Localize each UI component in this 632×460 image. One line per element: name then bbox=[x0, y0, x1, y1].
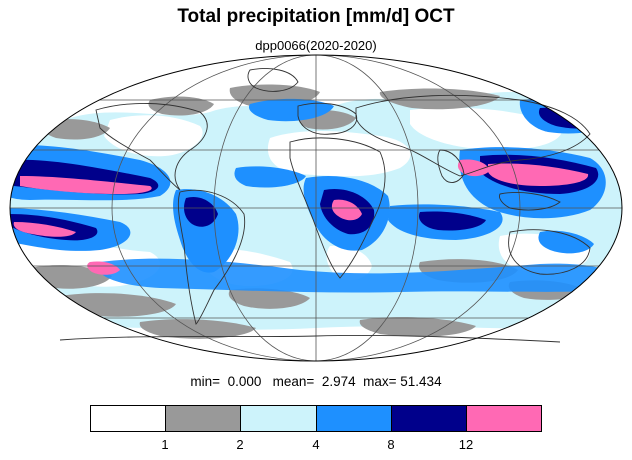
colorbar-tick-3: 4 bbox=[312, 437, 320, 452]
coast-australia bbox=[508, 229, 591, 275]
dry-asia bbox=[410, 107, 562, 150]
vheavy-amazon bbox=[184, 196, 218, 227]
dry-sahara-arabia bbox=[267, 131, 411, 177]
colorbar bbox=[90, 405, 542, 432]
coast-india bbox=[437, 149, 465, 183]
dry-south-africa bbox=[326, 245, 372, 281]
statistics-line: min= 0.000 mean= 2.974 max= 51.434 bbox=[0, 374, 632, 389]
grey-s-atlantic bbox=[228, 288, 310, 309]
colorbar-box-3 bbox=[316, 406, 392, 431]
max-label: max= bbox=[363, 374, 397, 389]
mean-label: mean= bbox=[272, 374, 315, 389]
min-label: min= bbox=[190, 374, 221, 389]
colorbar-box-4 bbox=[391, 406, 467, 431]
colorbar-tick-5: 12 bbox=[458, 437, 474, 452]
heavy-s-ocean-band bbox=[98, 258, 621, 293]
extreme-s-pacific-2 bbox=[87, 261, 120, 275]
coastlines bbox=[59, 68, 591, 343]
grey-southern-ocean bbox=[139, 319, 256, 339]
heavy-n-atlantic-storm bbox=[248, 98, 334, 122]
max-value: 51.434 bbox=[400, 374, 442, 389]
extreme-s-pacific bbox=[13, 222, 77, 237]
mean-value: 2.974 bbox=[321, 374, 356, 389]
map-outline bbox=[9, 54, 623, 362]
extreme-africa bbox=[331, 199, 362, 221]
coast-greenland bbox=[247, 68, 299, 92]
colorbar-box-0 bbox=[91, 406, 167, 431]
coast-europe bbox=[297, 102, 358, 135]
extreme-itcz-pacific bbox=[20, 176, 152, 194]
coast-south-america bbox=[177, 189, 246, 325]
heavy-atlantic-itcz bbox=[234, 166, 306, 188]
grey-siberia bbox=[379, 88, 500, 110]
grey-southern-ocean-2 bbox=[359, 317, 476, 337]
coast-antarctica bbox=[59, 335, 561, 343]
coast-indonesia bbox=[499, 191, 561, 211]
colorbar-box-1 bbox=[166, 406, 242, 431]
colorbar-box-5 bbox=[466, 406, 542, 431]
dry-north-america bbox=[104, 115, 203, 157]
plot-subtitle: dpp0066(2020-2020) bbox=[255, 38, 377, 53]
colorbar-tick-2: 2 bbox=[236, 437, 244, 452]
colorbar-tick-1: 1 bbox=[161, 437, 169, 452]
min-value: 0.000 bbox=[227, 374, 262, 389]
coast-north-america bbox=[95, 102, 208, 191]
coast-africa bbox=[289, 137, 386, 279]
coast-asia bbox=[355, 94, 591, 177]
colorbar-box-2 bbox=[241, 406, 317, 431]
heavy-australia-se bbox=[538, 230, 594, 254]
extreme-bay-bengal bbox=[457, 159, 490, 177]
colorbar-tick-4: 8 bbox=[387, 437, 395, 452]
plot-title: Total precipitation [mm/d] OCT bbox=[177, 6, 455, 27]
vheavy-indian bbox=[418, 211, 486, 231]
graticule bbox=[10, 55, 622, 361]
